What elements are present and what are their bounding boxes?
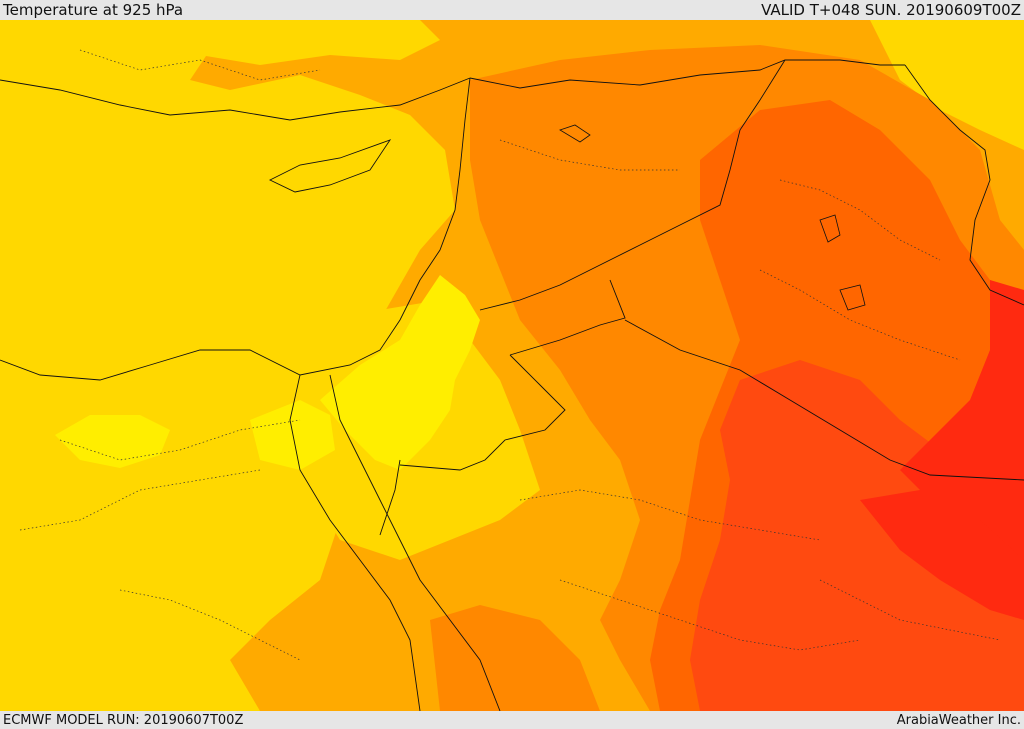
map-title: Temperature at 925 hPa (3, 1, 184, 19)
band-2-north (0, 20, 440, 65)
coastline-red-sea (329, 374, 501, 711)
lake-assad (559, 124, 591, 143)
border-saudi-iraq (624, 319, 1024, 481)
admin-egypt-3 (119, 589, 301, 661)
border-syria-iraq (479, 59, 786, 311)
coastline-cyprus (268, 139, 392, 193)
band-1-levant (320, 275, 480, 470)
admin-turkey-1 (79, 49, 321, 81)
band-2-topright (870, 20, 1024, 150)
band-1-sinai (250, 400, 335, 470)
admin-saudi-3 (819, 579, 1001, 641)
border-jordan-saudi (399, 354, 566, 471)
temperature-map[interactable] (0, 20, 1024, 711)
band-6-east (690, 360, 1024, 711)
admin-saudi-1 (519, 489, 821, 541)
coastline-gulf-aqaba (379, 459, 401, 536)
credit-label: ArabiaWeather Inc. (896, 712, 1021, 728)
footer-bar: ECMWF MODEL RUN: 20190607T00Z ArabiaWeat… (0, 711, 1024, 729)
border-turkey-syria (469, 59, 905, 89)
lake-habbaniyah (839, 284, 866, 311)
border-jordan (509, 279, 626, 356)
coastline-levant (0, 77, 471, 381)
band-4-south (430, 605, 600, 711)
coastline-sinai-west (289, 374, 421, 711)
lake-tharthar (819, 214, 841, 243)
title-bar: Temperature at 925 hPa VALID T+048 SUN. … (0, 0, 1024, 20)
coastline-turkey (0, 77, 471, 121)
model-run-label: ECMWF MODEL RUN: 20190607T00Z (3, 712, 244, 728)
admin-egypt-2 (19, 469, 261, 531)
band-2-west (0, 20, 455, 711)
map-canvas (0, 20, 1024, 711)
admin-saudi-2 (559, 579, 861, 651)
admin-egypt-1 (59, 419, 301, 461)
border-iran (904, 64, 1024, 306)
band-7-east (900, 280, 1024, 580)
band-7-south (860, 490, 1024, 620)
band-1-egypt (55, 415, 170, 468)
valid-time-label: VALID T+048 SUN. 20190609T00Z (761, 1, 1021, 19)
